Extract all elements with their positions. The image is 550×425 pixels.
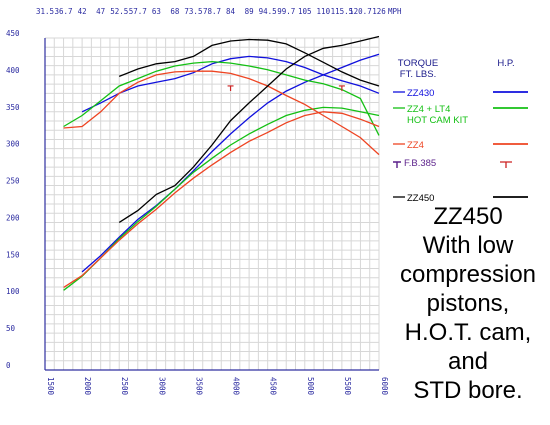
caption-line: ZZ450 xyxy=(433,203,503,230)
series-zz4-hp-line xyxy=(63,111,380,288)
series-zz430-hp-line xyxy=(81,53,380,273)
legend-zz4-lt4-label: ZZ4 + LT4 xyxy=(407,104,450,115)
top-tick-label: 68 xyxy=(170,7,180,16)
legend-zz450-label: ZZ450 xyxy=(407,193,434,204)
caption-line: pistons, xyxy=(426,290,510,317)
top-tick-label: 126 xyxy=(372,7,386,16)
legend-f-b-385-label: F.B.385 xyxy=(404,158,436,169)
series-zz4-torque-line xyxy=(63,70,380,156)
y-tick-label: 200 xyxy=(6,213,20,222)
series-zz4-lt4-torque-line xyxy=(63,60,380,136)
top-tick-label: 89 xyxy=(245,7,254,16)
legend-header-torque: TORQUE xyxy=(398,58,438,69)
series-zz4-lt4-hp-line xyxy=(63,106,380,291)
top-tick-label: 63 xyxy=(152,7,161,16)
top-tick-label: 120.7 xyxy=(349,7,372,16)
legend-f-b-385-icon xyxy=(393,161,401,168)
y-tick-label: 400 xyxy=(6,66,20,75)
top-tick-label: 36.7 xyxy=(55,7,73,16)
y-tick-label: 250 xyxy=(6,177,20,186)
top-tick-label: 57.7 xyxy=(129,7,147,16)
grid xyxy=(44,37,380,371)
caption-line: and xyxy=(447,348,489,375)
x-tick-label: 4000 xyxy=(232,377,241,396)
top-tick-label: 94.5 xyxy=(259,7,277,16)
x-tick-label: 3000 xyxy=(157,377,166,396)
top-tick-label: 42 xyxy=(78,7,87,16)
caption-line: With low xyxy=(422,232,514,259)
y-tick-label: 300 xyxy=(6,140,20,149)
legend-zz4-label: ZZ4 xyxy=(407,140,424,151)
caption-line: STD bore. xyxy=(413,377,523,404)
x-axis-ticks: 1500 2000 2500 3000 3500 4000 4500 5000 5500 6000 xyxy=(46,377,389,396)
x-tick-label: 6000 xyxy=(380,377,389,396)
y-axis-ticks: 0 50 100 150 200 250 300 350 400 450 xyxy=(6,29,20,370)
x-tick-label: 2000 xyxy=(83,377,92,396)
legend-header-torque-unit: FT. LBS. xyxy=(400,69,436,80)
caption: ZZ450 With low compression pistons, H.O.… xyxy=(386,202,550,405)
top-axis-ticks: 31.5 36.7 42 47 52.5 57.7 63 68 73.5 78.7 84 89 94.5… xyxy=(36,7,402,16)
top-tick-label: 47 xyxy=(96,7,105,16)
y-tick-label: 350 xyxy=(6,103,20,112)
y-tick-label: 50 xyxy=(6,324,16,333)
top-tick-label: 105 xyxy=(298,7,312,16)
x-tick-label: 5000 xyxy=(306,377,315,396)
y-tick-label: 100 xyxy=(6,287,20,296)
top-tick-label: 99.7 xyxy=(277,7,295,16)
top-tick-label: 73.5 xyxy=(184,7,202,16)
legend-zz430-label: ZZ430 xyxy=(407,88,434,99)
caption-line: H.O.T. cam, xyxy=(404,319,532,346)
x-tick-label: 2500 xyxy=(120,377,129,396)
series-zz450-torque-line xyxy=(118,38,380,87)
top-axis-unit: MPH xyxy=(388,7,402,16)
x-tick-label: 4500 xyxy=(269,377,278,396)
x-tick-label: 1500 xyxy=(46,377,55,396)
y-tick-label: 150 xyxy=(6,250,20,259)
x-tick-label: 3500 xyxy=(194,377,203,396)
series-zz450-hp-line xyxy=(118,35,380,223)
legend-header-hp: H.P. xyxy=(497,58,514,69)
top-tick-label: 78.7 xyxy=(203,7,221,16)
series-lines xyxy=(63,35,380,291)
y-tick-label: 0 xyxy=(6,361,11,370)
y-tick-label: 450 xyxy=(6,29,20,38)
caption-line: compression xyxy=(399,261,537,288)
top-tick-label: 115.5 xyxy=(331,7,354,16)
series-zz430-torque-line xyxy=(81,55,380,113)
top-tick-label: 31.5 xyxy=(36,7,54,16)
top-tick-label: 84 xyxy=(226,7,236,16)
legend-zz4-lt4-label: HOT CAM KIT xyxy=(407,115,468,126)
top-tick-label: 110 xyxy=(317,7,331,16)
series-f-b-385-marker xyxy=(338,85,345,91)
x-tick-label: 5500 xyxy=(343,377,352,396)
top-tick-label: 52.5 xyxy=(110,7,128,16)
series-f-b-385-marker xyxy=(227,85,234,91)
legend-f-b-385-hp-icon xyxy=(500,161,512,168)
